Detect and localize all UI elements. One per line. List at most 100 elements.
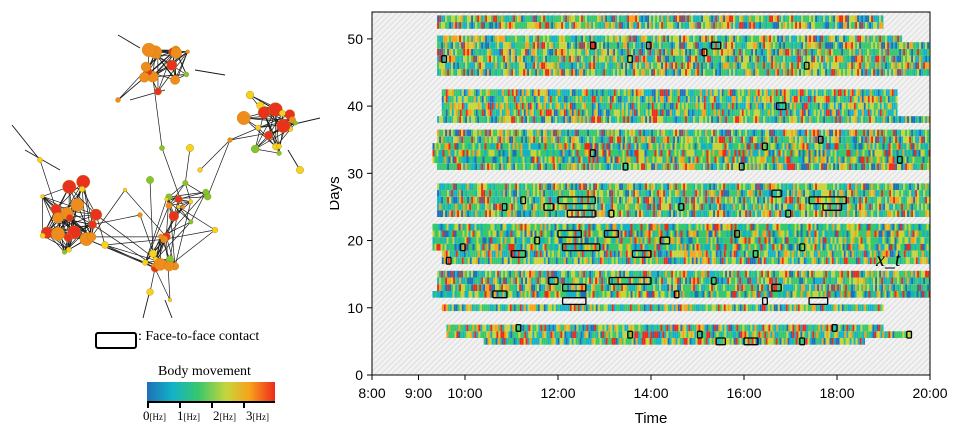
heatmap-cell <box>667 55 670 63</box>
heatmap-cell <box>809 22 812 29</box>
heatmap-cell <box>706 143 709 150</box>
heatmap-cell <box>511 69 514 76</box>
heatmap-cell <box>559 136 562 144</box>
heatmap-cell <box>811 55 814 63</box>
heatmap-cell <box>439 42 442 49</box>
heatmap-cell <box>555 89 558 96</box>
heatmap-cell <box>861 49 864 56</box>
heatmap-cell <box>841 163 844 170</box>
network-node <box>292 120 298 126</box>
heatmap-cell <box>859 22 862 29</box>
heatmap-row <box>437 69 930 76</box>
heatmap-cell <box>641 42 644 49</box>
network-edge <box>168 191 206 198</box>
heatmap-cell <box>763 109 766 117</box>
heatmap-cell <box>733 96 736 103</box>
heatmap-cell <box>619 163 622 170</box>
heatmap-cell <box>901 129 904 137</box>
heatmap-cell <box>889 55 892 63</box>
heatmap-cell <box>775 163 778 170</box>
heatmap-cell <box>619 69 622 76</box>
heatmap-cell <box>605 55 608 63</box>
heatmap-cell <box>638 143 641 150</box>
heatmap-cell <box>815 42 818 49</box>
heatmap-cell <box>449 49 452 56</box>
heatmap-cell <box>491 35 494 43</box>
network-edge <box>243 117 277 147</box>
heatmap-cell <box>655 163 658 170</box>
heatmap-cell <box>553 22 556 29</box>
heatmap-cell <box>689 35 692 43</box>
heatmap-cell <box>803 42 806 49</box>
heatmap-cell <box>668 143 671 150</box>
heatmap-cell <box>855 129 858 137</box>
heatmap-cell <box>837 49 840 56</box>
heatmap-cell <box>851 129 854 137</box>
heatmap-cell <box>811 49 814 56</box>
heatmap-cell <box>903 49 906 56</box>
heatmap-cell <box>689 102 692 110</box>
heatmap-cell <box>913 42 916 49</box>
heatmap-cell <box>604 156 607 164</box>
heatmap-cell <box>453 96 456 103</box>
heatmap-cell <box>569 129 572 137</box>
heatmap-cell <box>661 15 664 23</box>
heatmap-cell <box>502 156 505 164</box>
heatmap-cell <box>627 35 630 43</box>
heatmap-cell <box>742 149 745 157</box>
heatmap-cell <box>436 143 439 150</box>
heatmap-cell <box>923 49 926 56</box>
heatmap-cell <box>847 163 850 170</box>
heatmap-cell <box>908 143 911 150</box>
heatmap-cell <box>800 143 803 150</box>
heatmap-cell <box>749 55 752 63</box>
heatmap-cell <box>773 163 776 170</box>
heatmap-cell <box>683 109 686 117</box>
heatmap-cell <box>775 129 778 137</box>
heatmap-cell <box>721 49 724 56</box>
heatmap-cell <box>513 89 516 96</box>
heatmap-cell <box>815 22 818 29</box>
heatmap-cell <box>713 42 716 49</box>
heatmap-cell <box>645 116 648 123</box>
heatmap-cell <box>579 109 582 117</box>
network-node <box>148 249 157 258</box>
heatmap-cell <box>671 163 674 170</box>
heatmap-cell <box>531 136 534 144</box>
heatmap-cell <box>633 116 636 123</box>
heatmap-cell <box>695 55 698 63</box>
heatmap-cell <box>699 89 702 96</box>
heatmap-cell <box>730 156 733 164</box>
heatmap-cell <box>576 143 579 150</box>
heatmap-cell <box>571 62 574 70</box>
heatmap-cell <box>525 116 528 123</box>
heatmap-cell <box>843 69 846 76</box>
heatmap-cell <box>896 143 899 150</box>
heatmap-cell <box>809 62 812 70</box>
heatmap-cell <box>457 69 460 76</box>
heatmap-cell <box>615 62 618 70</box>
heatmap-cell <box>679 89 682 96</box>
heatmap-cell <box>549 69 552 76</box>
heatmap-cell <box>551 96 554 103</box>
heatmap-cell <box>905 163 908 170</box>
heatmap-cell <box>564 143 567 150</box>
heatmap-cell <box>845 109 848 117</box>
heatmap-cell <box>541 163 544 170</box>
heatmap-cell <box>527 55 530 63</box>
heatmap-cell <box>907 163 910 170</box>
heatmap-cell <box>761 55 764 63</box>
heatmap-cell <box>847 96 850 103</box>
heatmap-cell <box>764 156 767 164</box>
heatmap-cell <box>865 96 868 103</box>
heatmap-cell <box>437 163 440 170</box>
heatmap-cell <box>837 89 840 96</box>
heatmap-cell <box>912 156 915 164</box>
heatmap-cell <box>645 96 648 103</box>
heatmap-cell <box>487 42 490 49</box>
heatmap-cell <box>813 49 816 56</box>
heatmap-cell <box>909 136 912 144</box>
heatmap-cell <box>757 116 760 123</box>
heatmap-cell <box>531 116 534 123</box>
heatmap-cell <box>541 22 544 29</box>
